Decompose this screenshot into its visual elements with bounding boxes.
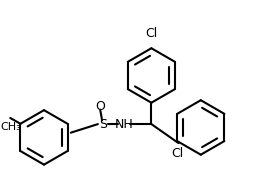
Text: CH₃: CH₃ (0, 122, 21, 132)
Text: O: O (95, 100, 105, 113)
Text: NH: NH (115, 118, 134, 131)
Text: S: S (99, 118, 107, 131)
Text: Cl: Cl (145, 27, 157, 41)
Text: Cl: Cl (171, 147, 183, 160)
